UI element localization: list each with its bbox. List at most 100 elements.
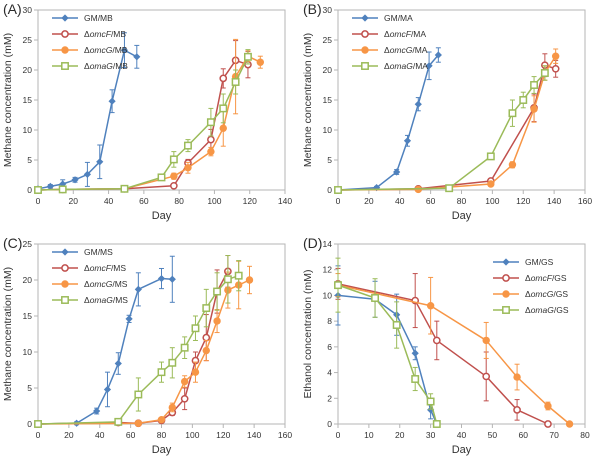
panel-d-chart: 0 10 20 30 40 50 60 70 80 0 2 4 6 8 10 12 14 Day Ethanol c… bbox=[302, 239, 590, 456]
legend: GM/MS ΔomcF/MS ΔomcG/MS ΔomaG/MS bbox=[52, 247, 128, 305]
marker-circle-filled bbox=[426, 302, 435, 310]
marker-circle-filled bbox=[502, 290, 510, 298]
x-tick-label: 20 bbox=[69, 196, 79, 206]
marker-circle-open bbox=[170, 181, 178, 190]
marker-diamond bbox=[414, 100, 422, 108]
marker-diamond bbox=[108, 97, 116, 105]
marker-square-open bbox=[213, 287, 222, 296]
x-axis-title: Day bbox=[452, 210, 472, 222]
marker-square-open bbox=[530, 81, 539, 89]
legend-item-label: ΔomcF/GS bbox=[525, 273, 567, 283]
marker-circle-open bbox=[432, 336, 441, 345]
x-tick-label: 20 bbox=[364, 196, 374, 206]
axes: 0 10 20 30 40 50 60 70 80 0 2 4 6 8 10 12 14 bbox=[323, 239, 590, 440]
y-tick-label: 12 bbox=[323, 265, 333, 275]
marker-square-open bbox=[191, 324, 200, 333]
y-tick-label: 5 bbox=[27, 155, 32, 165]
y-tick-label: 2 bbox=[327, 393, 332, 403]
marker-circle-open bbox=[513, 406, 521, 414]
marker-circle-filled bbox=[565, 420, 574, 428]
series-1 bbox=[334, 267, 552, 428]
series-line bbox=[337, 72, 546, 191]
legend: GM/MB ΔomcF/MB ΔomcG/MB ΔomaG/MB bbox=[52, 13, 128, 71]
marker-diamond bbox=[133, 53, 141, 61]
x-tick-label: 60 bbox=[126, 430, 136, 440]
axes: 0 20 40 60 80 100 120 140 160 0 5 10 15 20 25 30 bbox=[323, 5, 593, 206]
y-tick-label: 5 bbox=[27, 383, 32, 393]
marker-circle-filled bbox=[361, 46, 369, 54]
x-axis-title: Day bbox=[152, 444, 172, 456]
legend-item-label: ΔomcG/MA bbox=[384, 45, 428, 55]
marker-diamond bbox=[434, 51, 442, 59]
marker-diamond bbox=[168, 275, 176, 283]
y-tick-label: 5 bbox=[327, 155, 332, 165]
marker-diamond bbox=[93, 407, 101, 415]
marker-square-open bbox=[157, 173, 166, 182]
y-axis-title: Ethanol concentration (mM) bbox=[302, 270, 314, 399]
marker-square-open bbox=[34, 420, 42, 428]
marker-square-open bbox=[223, 275, 232, 284]
marker-square-open bbox=[206, 118, 215, 127]
y-tick-label: 0 bbox=[27, 419, 32, 429]
marker-circle-filled bbox=[551, 52, 560, 60]
marker-square-open bbox=[231, 78, 240, 86]
marker-square-open bbox=[61, 296, 69, 304]
x-tick-label: 100 bbox=[207, 196, 221, 206]
marker-diamond bbox=[120, 46, 129, 54]
marker-square-open bbox=[244, 52, 252, 61]
plot-frame bbox=[37, 9, 286, 191]
x-tick-label: 10 bbox=[364, 430, 374, 440]
panel-c-chart: 0 20 40 60 80 100 120 140 160 0 5 10 15 20 25 Day Methan… bbox=[2, 239, 292, 456]
marker-diamond bbox=[411, 349, 419, 357]
x-tick-label: 80 bbox=[457, 196, 467, 206]
x-tick-label: 20 bbox=[64, 430, 74, 440]
marker-circle-filled bbox=[202, 346, 210, 355]
marker-circle-filled bbox=[207, 147, 215, 156]
marker-circle-filled bbox=[180, 377, 189, 386]
series-0 bbox=[34, 32, 141, 193]
series-1 bbox=[334, 53, 560, 194]
y-tick-label: 15 bbox=[23, 311, 33, 321]
marker-circle-filled bbox=[513, 373, 521, 381]
panel-b: (B) 0 20 40 60 80 100 120 140 160 0 5 10 15 20 25 30 Day… bbox=[300, 0, 600, 234]
marker-circle-filled bbox=[61, 46, 69, 54]
marker-square-open bbox=[157, 368, 166, 377]
x-tick-label: 50 bbox=[488, 430, 498, 440]
x-tick-label: 70 bbox=[549, 430, 559, 440]
y-tick-label: 20 bbox=[323, 65, 333, 75]
marker-circle-filled bbox=[256, 58, 264, 66]
y-tick-label: 4 bbox=[327, 368, 332, 378]
marker-diamond bbox=[61, 248, 69, 256]
marker-circle-open bbox=[544, 420, 552, 428]
panel-a: (A) 0 20 40 60 80 100 120 140 0 5 10 15 20 25 30 Day Met… bbox=[0, 0, 300, 234]
x-tick-label: 160 bbox=[278, 430, 292, 440]
legend-item-label: ΔomcF/MB bbox=[84, 29, 126, 39]
marker-square-open bbox=[371, 294, 379, 302]
y-tick-label: 30 bbox=[23, 5, 33, 15]
x-tick-label: 60 bbox=[139, 196, 149, 206]
y-tick-label: 20 bbox=[23, 275, 33, 285]
marker-diamond bbox=[125, 315, 133, 323]
marker-circle-filled bbox=[487, 180, 495, 188]
x-axis-title: Day bbox=[152, 210, 172, 222]
marker-circle-filled bbox=[530, 105, 538, 113]
marker-square-open bbox=[134, 390, 143, 399]
plot-frame bbox=[337, 9, 586, 191]
x-tick-label: 40 bbox=[457, 430, 467, 440]
marker-square-open bbox=[445, 184, 454, 193]
series-line bbox=[337, 283, 549, 425]
panel-d: (D) 0 10 20 30 40 50 60 70 80 0 2 4 6 8 10 12 14 Day Ethan… bbox=[300, 234, 600, 468]
series-2 bbox=[334, 273, 574, 428]
x-tick-label: 120 bbox=[516, 196, 530, 206]
marker-circle-open bbox=[219, 74, 228, 83]
marker-diamond bbox=[61, 14, 69, 22]
series-line bbox=[337, 54, 440, 191]
marker-square-open bbox=[519, 96, 528, 104]
marker-circle-filled bbox=[168, 403, 177, 412]
marker-diamond bbox=[114, 359, 122, 368]
y-axis-title: Methane concentration (mM) bbox=[2, 33, 14, 167]
x-tick-label: 160 bbox=[578, 196, 592, 206]
x-tick-label: 60 bbox=[426, 196, 436, 206]
y-tick-label: 0 bbox=[327, 419, 332, 429]
marker-square-open bbox=[180, 343, 189, 352]
